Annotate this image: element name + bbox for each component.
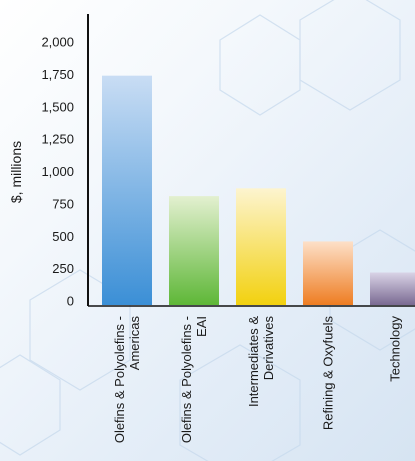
category-label: Olefins & Polyolefins - EAI — [179, 316, 209, 443]
bar — [370, 272, 415, 305]
y-tick-label: 0 — [67, 294, 74, 309]
category-label: Refining & Oxyfuels — [321, 316, 336, 431]
bar — [169, 196, 219, 305]
category-label-line: Refining & Oxyfuels — [321, 316, 336, 431]
y-tick-label: 750 — [52, 196, 74, 211]
y-tick-label: 1,000 — [41, 164, 74, 179]
category-label-line: Olefins & Polyolefins - — [112, 316, 127, 443]
category-label-line: EAI — [194, 316, 209, 337]
y-tick-label: 1,250 — [41, 132, 74, 147]
category-label-line: Olefins & Polyolefins - — [179, 316, 194, 443]
category-label: Olefins & Polyolefins - Americas — [112, 316, 142, 444]
category-label: Technology — [388, 316, 403, 382]
y-tick-label: 500 — [52, 229, 74, 244]
category-label: Intermediates & Derivatives — [246, 316, 276, 408]
bar — [102, 75, 152, 305]
bar — [236, 188, 286, 305]
y-tick-label: 1,750 — [41, 67, 74, 82]
y-tick-label: 1,500 — [41, 99, 74, 114]
y-ticks: 0 250 500 750 1,000 1,250 1,500 1,750 2,000 — [41, 35, 74, 309]
category-label-line: Intermediates & — [246, 316, 261, 407]
category-label-line: Derivatives — [261, 316, 276, 381]
category-label-line: Americas — [127, 316, 142, 371]
category-label-line: Technology — [388, 316, 403, 382]
bars — [102, 75, 415, 305]
category-labels: Olefins & Polyolefins - Americas Olefins &… — [112, 316, 403, 444]
y-axis-title: $, millions — [8, 141, 24, 203]
y-tick-label: 250 — [52, 261, 74, 276]
y-tick-label: 2,000 — [41, 35, 74, 50]
bar — [303, 241, 353, 305]
